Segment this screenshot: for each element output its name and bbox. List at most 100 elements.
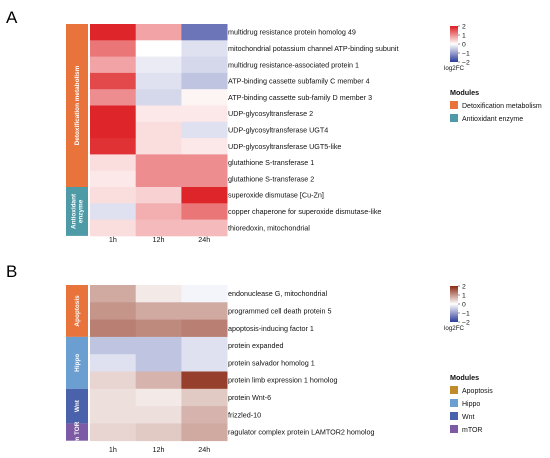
heat-cell — [135, 219, 182, 237]
row-label: programmed cell death protein 5 — [228, 306, 331, 315]
heat-cell — [181, 138, 228, 155]
color-scale-tick: 1 — [462, 293, 466, 300]
color-scale-tick: 0 — [462, 302, 466, 309]
panel-letter-b: B — [6, 262, 17, 281]
column-label: 1h — [109, 235, 117, 244]
heat-cell — [90, 154, 137, 172]
heat-cell — [181, 203, 228, 220]
heat-cell — [90, 105, 137, 123]
heat-cell — [135, 138, 182, 155]
legend-swatch — [450, 399, 458, 407]
heat-cell — [90, 336, 137, 355]
module-bar-a-1 — [66, 187, 88, 236]
heat-cell — [90, 170, 137, 188]
heat-cell — [90, 354, 137, 372]
heat-cell — [181, 170, 228, 188]
heatmap-panel-b: Apoptosis Hippo Wnt m TOR endonuclease G, mi… — [66, 284, 493, 454]
color-scale-tick: −1 — [462, 311, 470, 318]
module-bar-b-0 — [66, 285, 88, 337]
heat-cell — [135, 336, 182, 355]
color-scale-title: log2FC — [444, 325, 464, 332]
heat-cell — [90, 40, 137, 57]
row-label: UDP-glycosyltransferase UGT4 — [228, 125, 328, 134]
heat-cell — [181, 302, 228, 320]
heat-cell — [90, 302, 137, 320]
color-scale-tick: −2 — [462, 320, 470, 327]
row-label: multidrug resistance protein homolog 49 — [228, 28, 356, 37]
color-scale-tick: 0 — [462, 42, 466, 49]
heat-cell — [90, 138, 137, 155]
column-label: 12h — [153, 445, 165, 454]
heat-cell — [181, 406, 228, 424]
module-bar-a-0 — [66, 24, 88, 187]
heat-cell — [135, 371, 182, 390]
heat-cell — [135, 56, 182, 74]
column-label: 1h — [109, 445, 117, 454]
heat-cell — [135, 170, 182, 188]
heat-cell — [135, 24, 182, 41]
column-label: 24h — [198, 445, 210, 454]
column-label: 12h — [153, 235, 165, 244]
heat-cell — [135, 203, 182, 220]
module-label-b-1-0: Hippo — [74, 354, 81, 372]
legend-item-label: mTOR — [462, 427, 482, 434]
module-label-a-1-0: Antioxidant — [71, 193, 78, 229]
heat-cell — [181, 219, 228, 237]
module-bar-b-2 — [66, 388, 88, 424]
heat-cell — [90, 285, 137, 303]
module-label-b-2-0: Wnt — [74, 399, 81, 412]
heat-cell — [135, 121, 182, 139]
color-scale-tick: 1 — [462, 33, 466, 40]
row-label: frizzled-10 — [228, 410, 261, 419]
heat-cell — [181, 423, 228, 442]
row-label: protein limb expression 1 homolog — [228, 376, 337, 385]
heat-cell — [181, 24, 228, 41]
heat-cell — [181, 72, 228, 90]
heat-cell — [135, 40, 182, 57]
heat-cell — [181, 285, 228, 303]
row-label: ragulator complex protein LAMTOR2 homolo… — [228, 428, 374, 437]
legend-item-label: Antioxidant enzyme — [462, 116, 523, 123]
color-scale-bar — [450, 286, 458, 322]
heat-cell — [135, 285, 182, 303]
legend-item-label: Apoptosis — [462, 388, 493, 395]
heat-cell — [181, 89, 228, 106]
module-legend-title: Modules — [450, 373, 479, 382]
row-label: superoxide dismutase [Cu-Zn] — [228, 191, 324, 200]
module-bar-b-3 — [66, 423, 88, 441]
color-scale-tick: −1 — [462, 51, 470, 58]
module-label-a-0-0: Detoxification metabolism — [74, 65, 81, 145]
row-label: UDP-glycosyltransferase 2 — [228, 109, 313, 118]
heat-cell — [181, 105, 228, 123]
row-label: UDP-glycosyltransferase UGT5-like — [228, 142, 341, 151]
row-label: glutathione S-transferase 1 — [228, 158, 314, 167]
row-label: glutathione S-transferase 2 — [228, 174, 314, 183]
panel-letter-a: A — [6, 8, 18, 27]
row-label: copper chaperone for superoxide dismutas… — [228, 207, 381, 216]
heat-cell — [90, 319, 137, 338]
heat-cell — [90, 89, 137, 106]
color-scale-tick: −2 — [462, 60, 470, 67]
heat-cell — [135, 89, 182, 106]
row-label: multidrug resistance-associated protein … — [228, 60, 359, 69]
module-legend-title: Modules — [450, 88, 479, 97]
heat-cell — [90, 423, 137, 442]
heat-cell — [135, 319, 182, 338]
heat-cell — [181, 388, 228, 407]
color-scale-bar — [450, 26, 458, 62]
heat-cell — [135, 302, 182, 320]
row-label: protein Wnt-6 — [228, 393, 271, 402]
heat-cell — [135, 406, 182, 424]
heat-cell — [135, 154, 182, 172]
heat-cell — [181, 187, 228, 204]
heat-cell — [90, 121, 137, 139]
legend-swatch — [450, 101, 458, 109]
legend-swatch — [450, 386, 458, 394]
heat-cell — [181, 121, 228, 139]
heat-cell — [135, 388, 182, 407]
row-label: protein expanded — [228, 341, 284, 350]
heat-cell — [90, 406, 137, 424]
column-label: 24h — [198, 235, 210, 244]
heat-cell — [90, 24, 137, 41]
